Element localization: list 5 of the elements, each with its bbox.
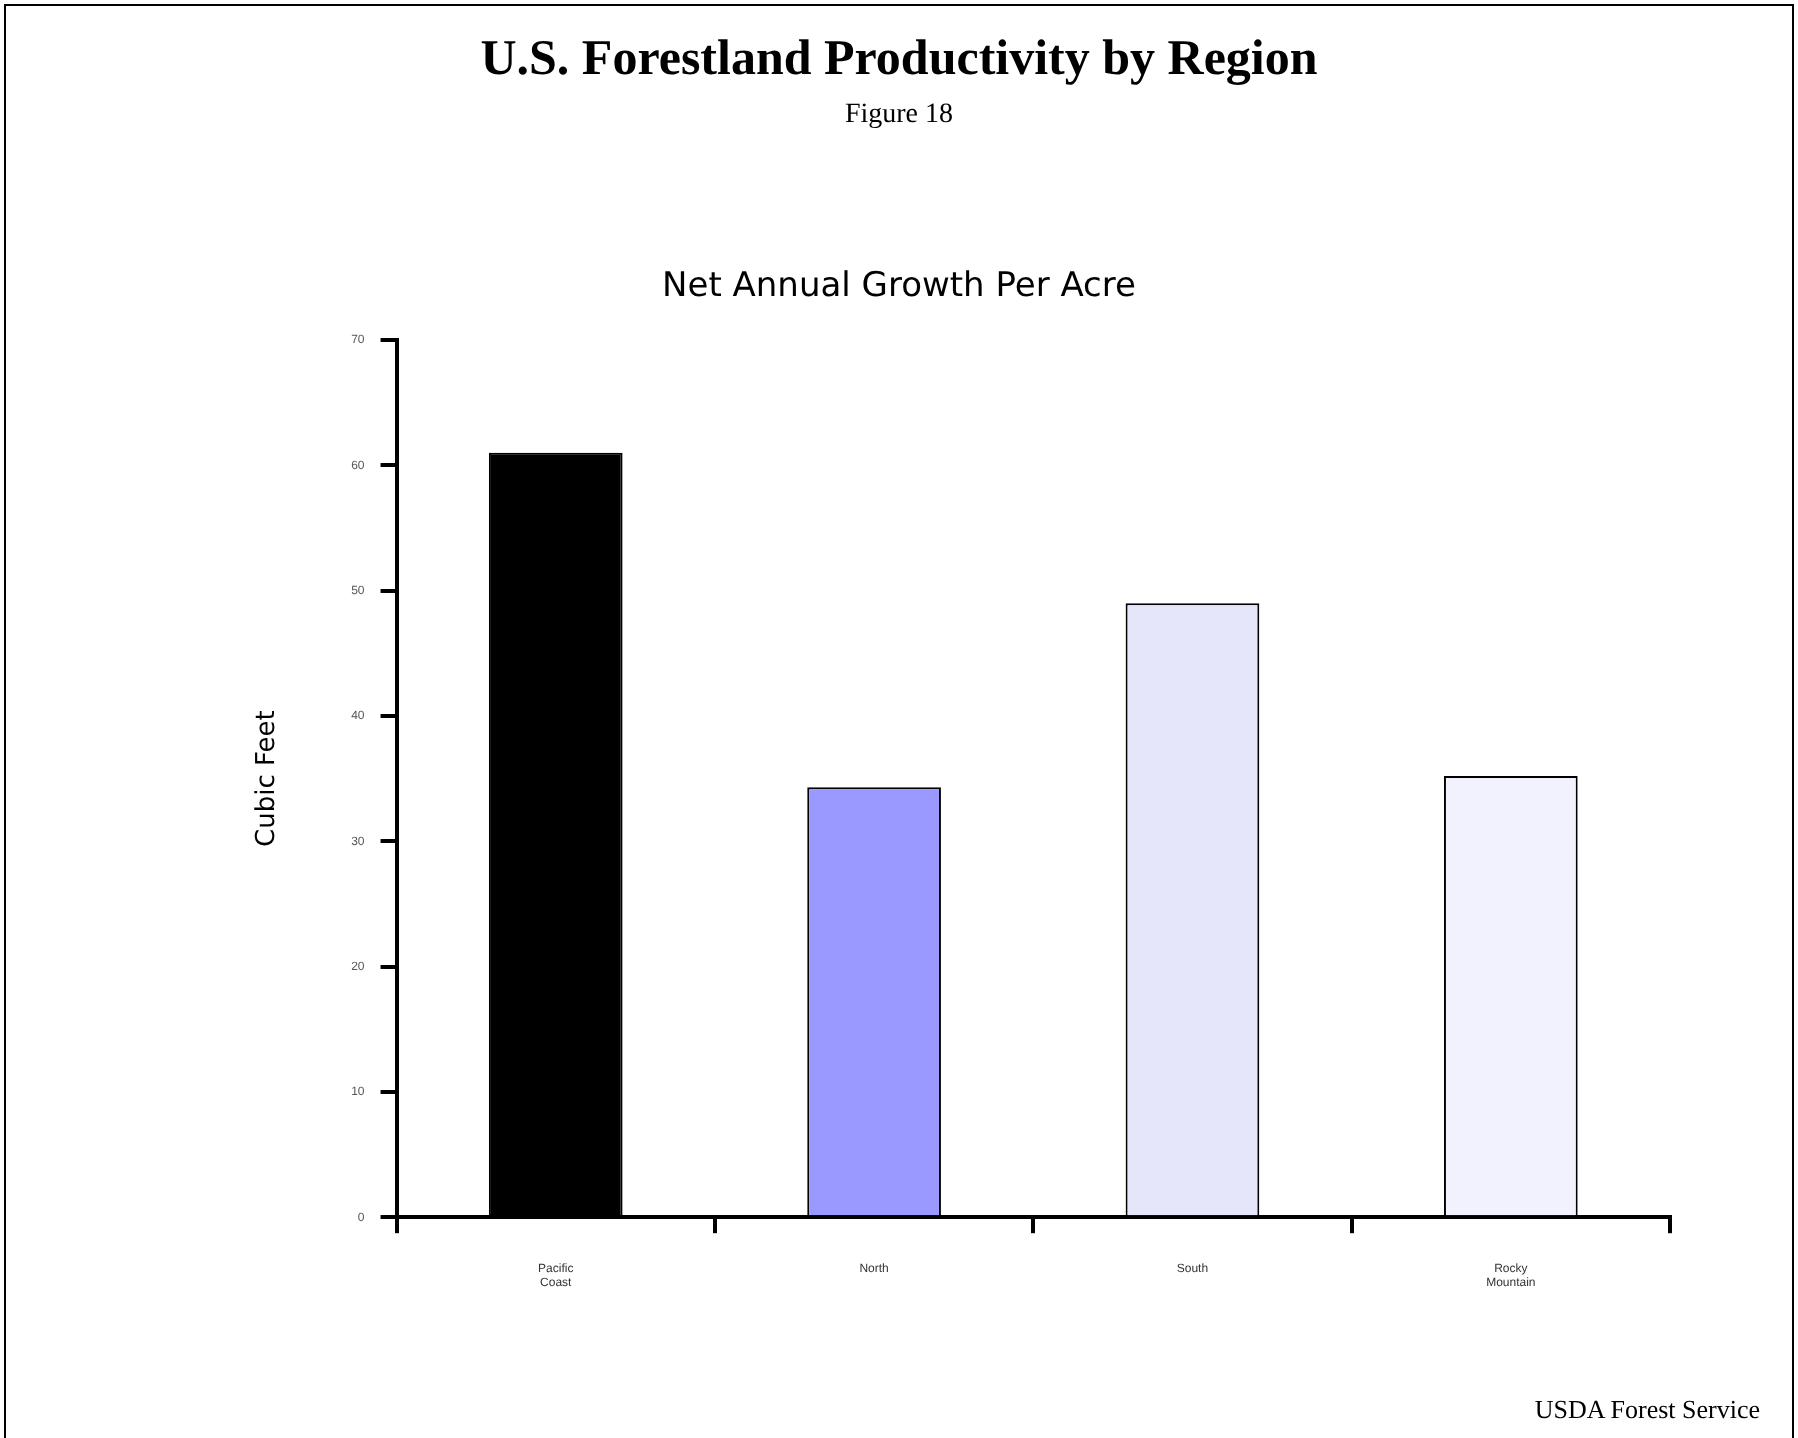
text: Net Annual Growth Per Acre [660, 266, 1138, 306]
text: USDA Forest Service [1532, 1394, 1760, 1426]
y-axis-title: Cubic Feet [252, 710, 283, 847]
chart-subtitle: Figure 18 [842, 100, 956, 132]
chart-title: U.S. Forestland Productivity by Region [478, 32, 1320, 88]
